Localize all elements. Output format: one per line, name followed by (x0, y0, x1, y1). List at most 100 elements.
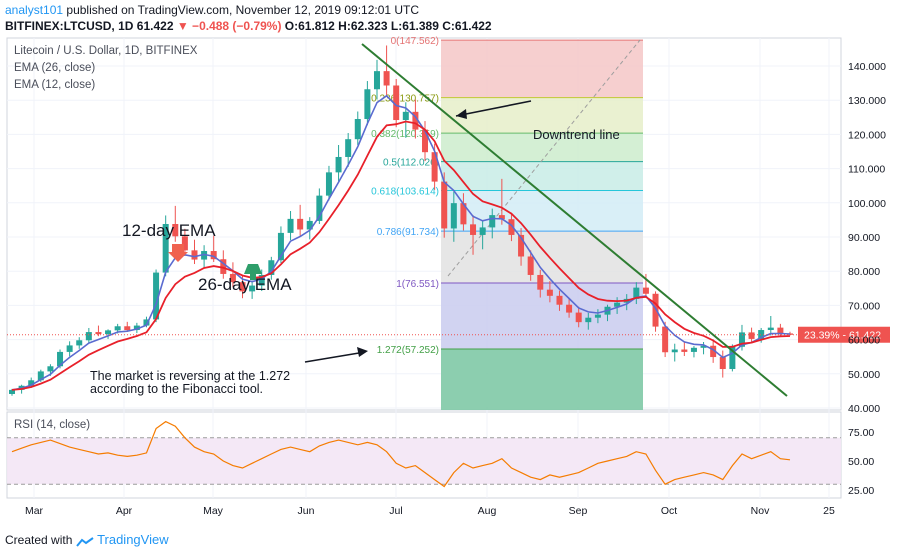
fib-zone-0.5 (441, 161, 643, 191)
symbol-info: BITFINEX:LTCUSD, 1D 61.422 ▼ −0.488 (−0.… (5, 19, 492, 33)
time-tick-label: Jul (389, 505, 402, 517)
fib-label-1.272: 1.272(57.252) (377, 345, 439, 356)
candle-body (277, 232, 284, 261)
candle-body (748, 332, 755, 339)
candle-body (412, 111, 419, 130)
fib-label-0.786: 0.786(91.734) (377, 227, 439, 238)
candle-body (460, 203, 467, 225)
legend-title: Litecoin / U.S. Dollar, 1D, BITFINEX (14, 45, 198, 57)
price-tick-label: 90.000 (848, 232, 880, 244)
annotation-12day-ema: 12-day EMA (122, 221, 216, 240)
fib-label-0: 0(147.562) (391, 36, 439, 47)
candle-body (9, 389, 15, 394)
fib-label-1: 1(76.551) (396, 279, 439, 290)
price-tick-label: 40.000 (848, 403, 880, 415)
candle-body (393, 85, 400, 121)
candle-body (690, 347, 697, 352)
drawings: 23.39% - 61.422 (7, 43, 890, 397)
candles (9, 45, 793, 396)
candle-body (671, 349, 678, 353)
candle-body (556, 295, 563, 305)
fib-zone-0.236 (441, 97, 643, 134)
time-tick-label: Mar (25, 505, 44, 517)
fib-zone-1.272 (441, 348, 643, 410)
candle-body (287, 218, 294, 233)
candle-body (76, 340, 83, 346)
candle-body (729, 346, 736, 370)
legend-ema12[interactable]: EMA (12, close) (14, 79, 96, 91)
axes: 140.000 130.000 120.000 110.000 100.000 90.00… (25, 61, 886, 517)
last-price: 61.422 (136, 19, 174, 33)
fib-zone-1 (441, 282, 643, 349)
arrow-head-icon (357, 347, 368, 357)
tradingview-brand[interactable]: TradingView (97, 532, 169, 547)
candle-body (335, 156, 342, 173)
fib-trend-line (447, 39, 641, 277)
candle-body (642, 287, 649, 294)
tradingview-logo-icon (75, 536, 94, 547)
candle-body (191, 250, 198, 260)
footer: Created with TradingView (5, 532, 169, 547)
arrow-head-icon (456, 109, 467, 119)
candle-body (95, 332, 102, 335)
candle-body (508, 219, 515, 235)
candle-body (105, 330, 112, 335)
candle-body (738, 332, 745, 347)
author-link[interactable]: analyst101 (5, 3, 64, 17)
candle-body (633, 287, 640, 299)
grid (7, 38, 841, 498)
candle-body (268, 260, 275, 275)
rsi-line (11, 420, 791, 488)
rsi-tick-label: 50.00 (848, 456, 874, 468)
candle-body (114, 326, 121, 331)
candle-body (777, 327, 784, 334)
candle-body (470, 224, 477, 235)
fib-label-0.5: 0.5(112.026) (383, 158, 439, 169)
time-tick-label: 25 (823, 505, 835, 517)
candle-body (652, 293, 659, 327)
price-tick-label: 60.000 (848, 335, 880, 347)
last-price-tag[interactable] (798, 326, 890, 343)
candle-body (402, 111, 409, 121)
time-tick-label: Oct (661, 505, 677, 517)
downtrend-line[interactable] (361, 43, 788, 397)
time-tick-label: Apr (116, 505, 133, 517)
fib-zone-0.786 (441, 231, 643, 283)
price-tick-label: 130.000 (848, 95, 886, 107)
price-tick-label: 100.000 (848, 198, 886, 210)
candle-body (249, 285, 256, 292)
price-tick-label: 120.000 (848, 129, 886, 141)
candle-body (767, 327, 774, 331)
legend-rsi[interactable]: RSI (14, close) (14, 419, 91, 431)
candle-body (172, 224, 179, 237)
candle-body (594, 314, 601, 318)
candle-body (181, 236, 188, 251)
legend-ema26[interactable]: EMA (26, close) (14, 62, 96, 74)
candle-body (489, 215, 496, 228)
price-tick-label: 70.000 (848, 300, 880, 312)
ema-lines (11, 94, 791, 391)
ema26-line (11, 120, 791, 391)
candle-body (431, 152, 438, 182)
fib-label-0.236: 0.236(130.757) (371, 94, 439, 105)
candle-body (306, 220, 313, 230)
candle-body (229, 273, 236, 283)
ohlc-values: O:61.812 H:62.323 L:61.389 C:61.422 (284, 19, 492, 33)
candle-body (297, 218, 304, 230)
annotation-26day-ema: 26-day EMA (198, 275, 292, 294)
candle-body (162, 224, 169, 273)
price-tick-label: 140.000 (848, 61, 886, 73)
candle-body (383, 71, 390, 86)
candle-body (239, 282, 246, 292)
time-tick-label: Sep (569, 505, 588, 517)
candle-body (758, 330, 765, 339)
candle-body (201, 251, 208, 260)
candle-body (316, 195, 323, 221)
candle-body (364, 89, 371, 120)
annotation-reversal-2: according to the Fibonacci tool. (90, 382, 264, 396)
arrow-line (455, 100, 532, 117)
candle-body (133, 325, 140, 331)
candle-body (143, 319, 150, 326)
candle-body (787, 333, 793, 335)
